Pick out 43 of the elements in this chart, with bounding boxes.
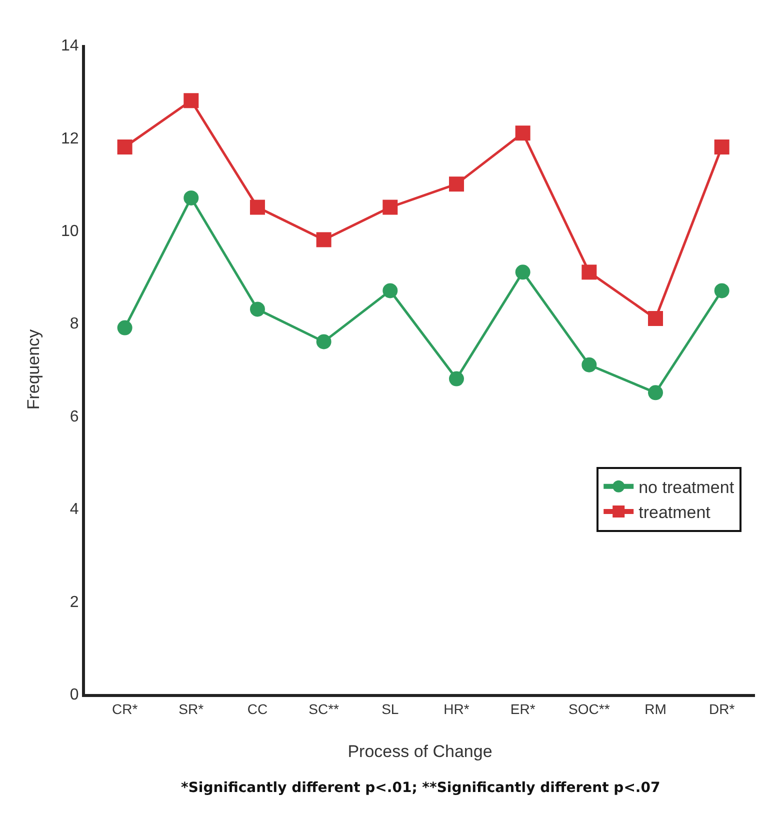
x-tick-label: SOC** <box>568 700 610 717</box>
y-tick-label: 12 <box>61 130 79 148</box>
point <box>515 126 530 141</box>
point <box>714 283 730 298</box>
point <box>448 176 464 192</box>
x-tick-label: CC <box>247 700 268 717</box>
point <box>250 302 265 317</box>
y-tick-label: 8 <box>70 316 79 333</box>
point <box>250 200 265 215</box>
point <box>117 320 132 336</box>
y-tick-label: 10 <box>61 223 79 240</box>
x-tick-label: SC** <box>308 700 340 717</box>
point <box>184 93 199 108</box>
point <box>448 371 464 386</box>
legend-label: treatment <box>638 503 711 522</box>
y-tick-label: 2 <box>70 594 79 611</box>
x-tick-label: SL <box>382 700 399 717</box>
x-tick-label: CR* <box>112 700 138 717</box>
point <box>184 190 199 206</box>
point <box>117 139 132 154</box>
x-tick-label: SR* <box>178 700 204 717</box>
x-tick-label: ER* <box>510 700 536 717</box>
point <box>515 264 530 280</box>
point <box>714 139 730 154</box>
x-axis-title: Process of Change <box>348 742 492 761</box>
y-axis-title: Frequency <box>24 328 43 410</box>
x-tick-label: DR* <box>708 700 736 717</box>
point <box>316 334 332 350</box>
y-tick-label: 6 <box>70 408 79 426</box>
point <box>382 200 398 215</box>
point <box>648 311 663 326</box>
y-tick-label: 4 <box>70 501 79 518</box>
y-tick-label: 14 <box>61 38 79 55</box>
point <box>316 232 332 248</box>
point <box>582 264 597 280</box>
text: *Significantly different p<.01; **Significantly different p<.07 <box>181 780 660 796</box>
x-tick-label: HR* <box>444 700 470 717</box>
y-tick-label: 0 <box>70 686 79 704</box>
x-tick-label: RM <box>644 700 666 717</box>
legend-label: no treatment <box>638 478 734 497</box>
point <box>382 283 398 298</box>
point <box>582 357 597 372</box>
point <box>648 385 663 400</box>
